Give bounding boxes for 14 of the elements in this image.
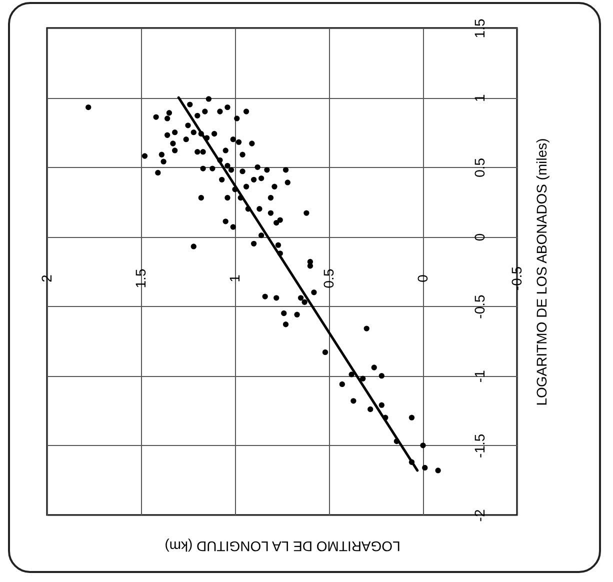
y-tick-label: -0.5 <box>472 294 488 319</box>
x-tick-label: 2 <box>38 274 54 282</box>
y-tick-label: -1.5 <box>472 434 488 458</box>
x-tick-label: 0.5 <box>320 268 336 288</box>
y-tick-label: -1 <box>472 370 488 383</box>
y-axis-title: LOGARITMO DE LOS ABONADOS (miles) <box>534 138 550 406</box>
y-tick-label: 0.5 <box>472 158 488 178</box>
x-tick-label: 0 <box>414 274 430 282</box>
y-tick-label: 1.5 <box>472 18 488 38</box>
y-tick-label: 1 <box>472 94 488 102</box>
x-tick-label: 1.5 <box>132 268 148 288</box>
x-tick-label: 1 <box>226 274 242 282</box>
x-axis-title: LOGARITMO DE LA LONGITUD (km) <box>164 538 400 554</box>
y-tick-label: 0 <box>472 233 488 242</box>
